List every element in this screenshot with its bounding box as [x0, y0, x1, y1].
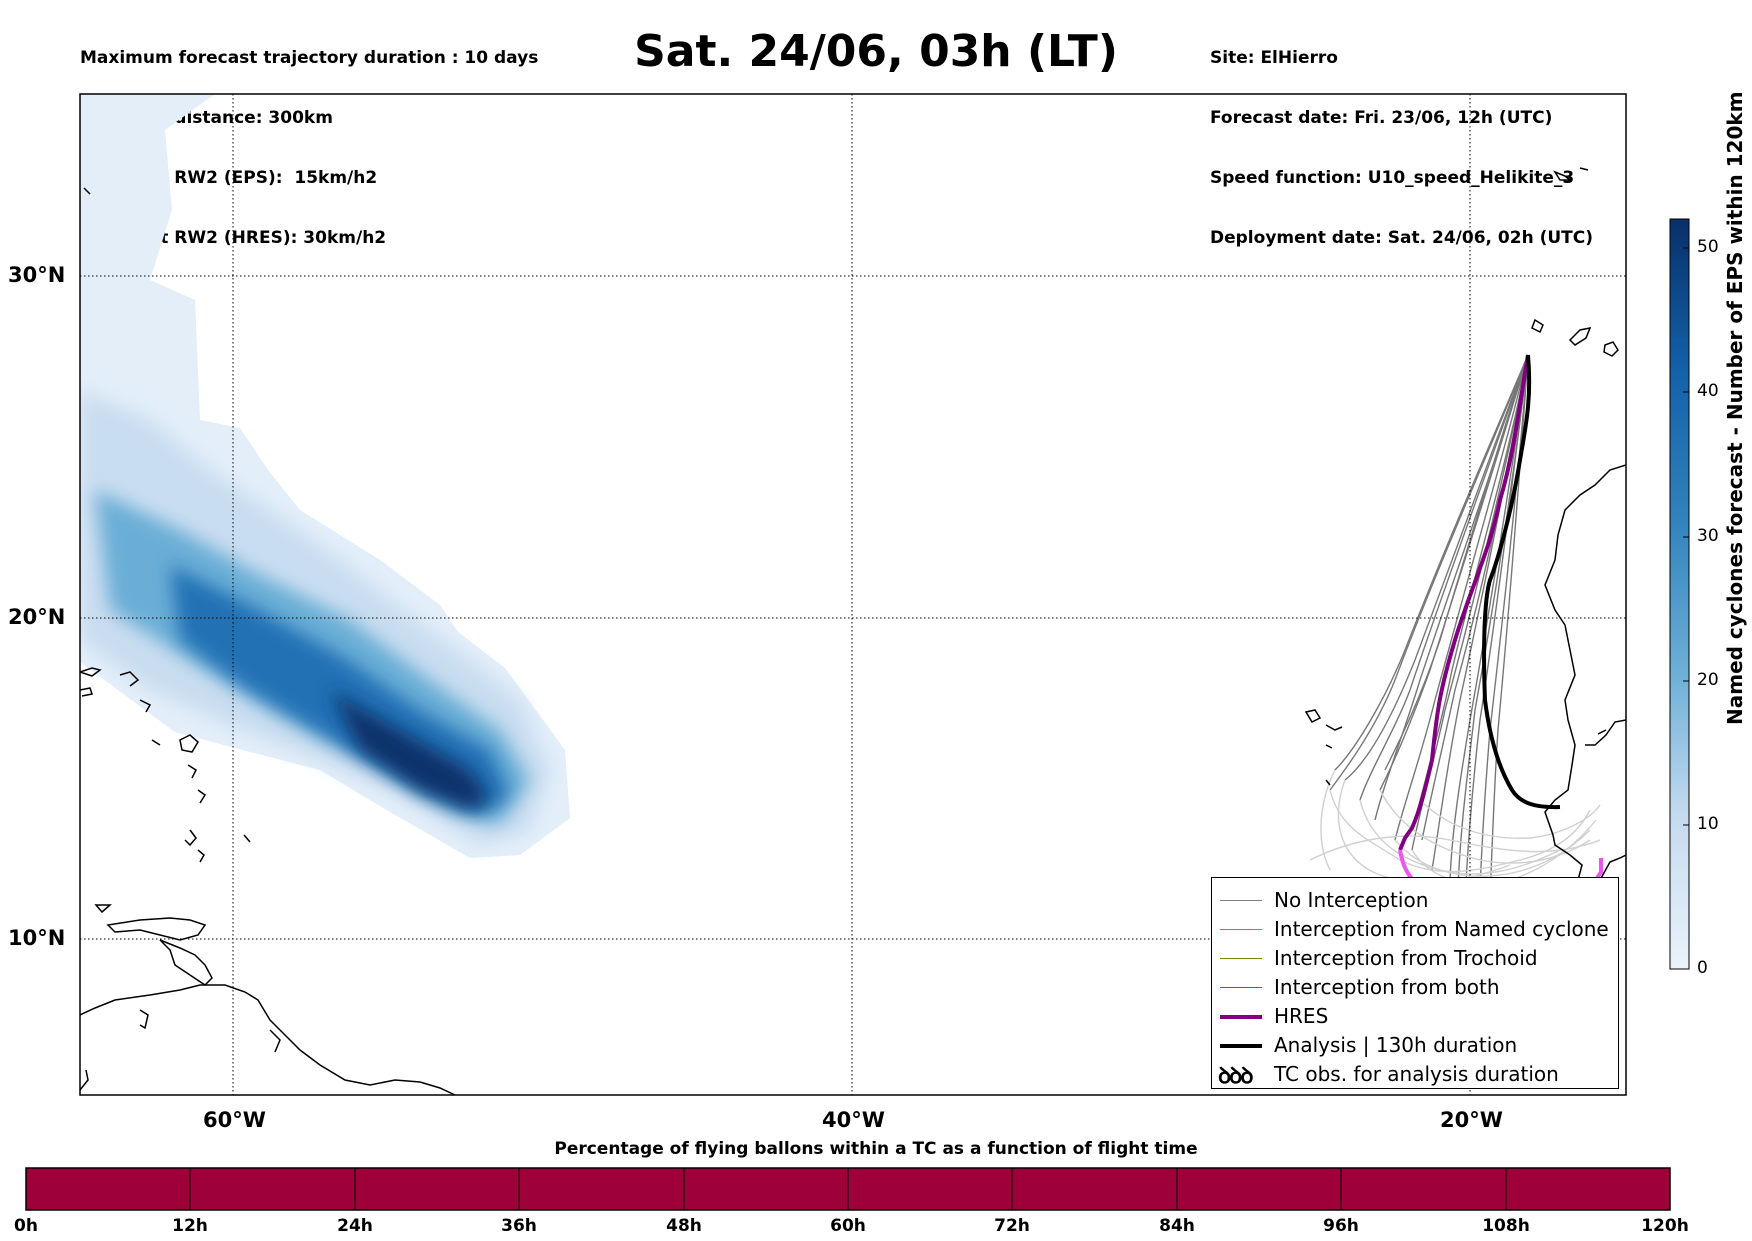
density-level-5 — [330, 690, 490, 810]
colorbar-tick-label: 10 — [1697, 814, 1719, 834]
map-legend: No Interception Interception from Named … — [1211, 877, 1619, 1089]
legend-label: TC obs. for analysis duration — [1274, 1062, 1559, 1086]
lon-label-20w: 20°W — [1440, 1108, 1503, 1132]
flight-time-tick: 60h — [830, 1216, 866, 1236]
flight-time-bar-title: Percentage of flying ballons within a TC… — [554, 1139, 1198, 1159]
legend-item-both: Interception from both — [1212, 973, 1618, 1001]
legend-item-named-cyclone: Interception from Named cyclone — [1212, 915, 1618, 943]
header-right-line: Forecast date: Fri. 23/06, 12h (UTC) — [1210, 108, 1553, 128]
legend-swatch — [1220, 929, 1262, 930]
lon-label-40w: 40°W — [822, 1108, 885, 1132]
colorbar-tick-label: 20 — [1697, 670, 1719, 690]
legend-swatch — [1220, 958, 1262, 959]
flight-time-bar-ticks — [189, 1168, 1507, 1210]
legend-label: Interception from Named cyclone — [1274, 917, 1609, 941]
legend-swatch — [1220, 1015, 1262, 1019]
hres-track — [1398, 354, 1530, 851]
legend-swatch — [1220, 1044, 1262, 1048]
trajectories-later — [1309, 769, 1601, 885]
page-title: Sat. 24/06, 03h (LT) — [634, 26, 1118, 77]
legend-label: Interception from both — [1274, 975, 1500, 999]
cyclone-density-field — [80, 94, 570, 858]
lat-label-30n: 30°N — [8, 263, 66, 287]
flight-time-tick: 24h — [337, 1216, 373, 1236]
map-frame — [79, 93, 1627, 1096]
legend-label: Interception from Trochoid — [1274, 946, 1538, 970]
legend-item-hres: HRES — [1212, 1002, 1618, 1030]
trajectories-no-interception — [1329, 354, 1529, 901]
colorbar-tick-label: 30 — [1697, 526, 1719, 546]
colorbar-ticks — [1683, 247, 1689, 970]
flight-time-tick: 72h — [994, 1216, 1030, 1236]
flight-time-tick: 120h — [1641, 1216, 1689, 1236]
analysis-track — [1482, 354, 1561, 810]
legend-swatch — [1220, 987, 1262, 988]
legend-label: Analysis | 130h duration — [1274, 1033, 1518, 1057]
flight-time-tick: 0h — [14, 1216, 38, 1236]
flight-time-tick: 108h — [1482, 1216, 1530, 1236]
legend-swatch — [1220, 900, 1262, 901]
lon-label-60w: 60°W — [203, 1108, 266, 1132]
legend-item-trochoid: Interception from Trochoid — [1212, 944, 1618, 972]
colorbar-label: Named cyclones forecast - Number of EPS … — [1723, 91, 1747, 725]
legend-item-tc-obs: ꝺꝺꝺ TC obs. for analysis duration — [1212, 1060, 1618, 1089]
legend-item-analysis: Analysis | 130h duration — [1212, 1031, 1618, 1059]
header-right-line: Deployment date: Sat. 24/06, 02h (UTC) — [1210, 228, 1594, 248]
header-left-line: Maximum forecast trajectory duration : 1… — [80, 48, 539, 68]
colorbar-tick-label: 40 — [1697, 381, 1719, 401]
lat-label-10n: 10°N — [8, 926, 66, 950]
legend-label: No Interception — [1274, 888, 1429, 912]
lat-label-20n: 20°N — [8, 605, 66, 629]
flight-time-tick: 36h — [501, 1216, 537, 1236]
header-right-line: Site: ElHierro — [1210, 48, 1338, 68]
colorbar-tick-label: 50 — [1697, 237, 1719, 257]
flight-time-tick: 48h — [666, 1216, 702, 1236]
flight-time-tick: 96h — [1323, 1216, 1359, 1236]
flight-time-tick: 12h — [172, 1216, 208, 1236]
colorbar — [1669, 218, 1690, 970]
legend-item-no-interception: No Interception — [1212, 886, 1618, 914]
flight-time-tick: 84h — [1159, 1216, 1195, 1236]
header-right: Site: ElHierro Forecast date: Fri. 23/06… — [1210, 8, 1593, 268]
tc-symbol-icon: ꝺꝺꝺ — [1218, 1064, 1254, 1089]
colorbar-tick-label: 0 — [1697, 958, 1708, 978]
legend-label: HRES — [1274, 1004, 1329, 1028]
header-right-line: Speed function: U10_speed_Helikite_3 — [1210, 168, 1575, 188]
